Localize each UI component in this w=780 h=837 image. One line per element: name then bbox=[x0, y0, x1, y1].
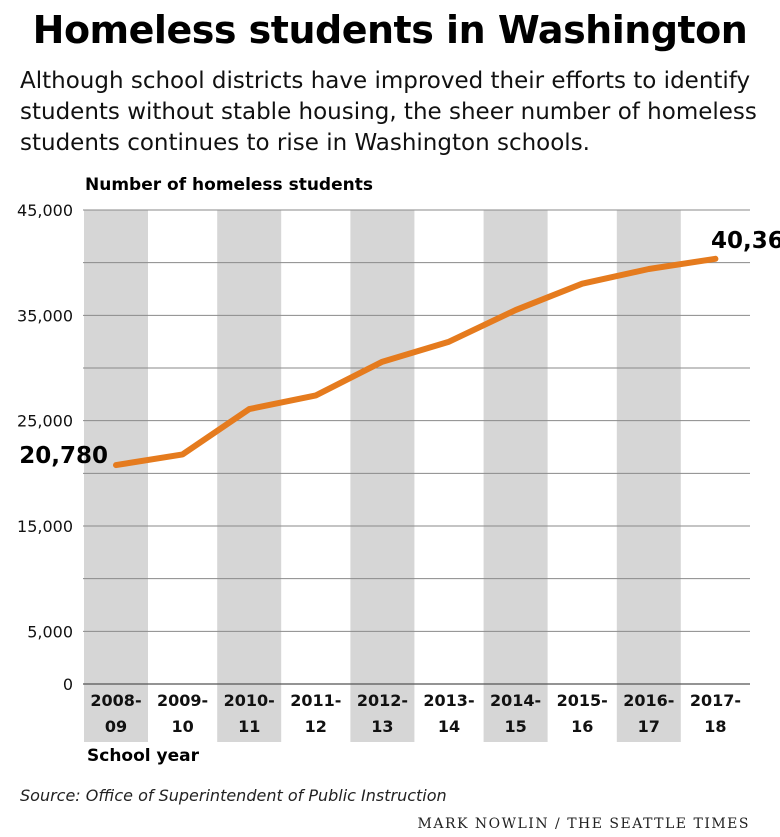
y-tick-label-25000: 25,000 bbox=[17, 412, 73, 431]
x-tick-label-line: 2010- bbox=[224, 691, 275, 710]
x-tick-label-line: 2014- bbox=[490, 691, 541, 710]
x-tick-label-line: 17 bbox=[638, 717, 660, 736]
y-tick-labels: 0 5,000 15,000 25,000 35,000 45,000 bbox=[17, 201, 73, 694]
shaded-band-2012-13 bbox=[350, 210, 415, 742]
chart-title: Homeless students in Washington bbox=[32, 8, 748, 52]
gridlines bbox=[83, 209, 750, 685]
data-label-2017-18: 40,365 bbox=[711, 228, 780, 254]
x-tick-label-line: 16 bbox=[571, 717, 593, 736]
y-tick-label-35000: 35,000 bbox=[17, 306, 73, 325]
series-line-group bbox=[113, 255, 719, 469]
shaded-band-2014-15 bbox=[483, 210, 548, 742]
x-tick-label-2015-16: 2015- 16 bbox=[557, 691, 608, 736]
y-tick-label-5000: 5,000 bbox=[27, 622, 73, 641]
x-tick-label-line: 2009- bbox=[157, 691, 208, 710]
shaded-band-2010-11 bbox=[217, 210, 282, 742]
x-tick-label-line: 2011- bbox=[290, 691, 341, 710]
x-tick-label-line: 09 bbox=[105, 717, 127, 736]
x-tick-label-line: 15 bbox=[504, 717, 526, 736]
credit-line: MARK NOWLIN / THE SEATTLE TIMES bbox=[417, 816, 750, 832]
data-labels: 20,780 40,365 bbox=[19, 228, 780, 469]
x-tick-label-line: 2015- bbox=[557, 691, 608, 710]
x-tick-label-line: 11 bbox=[238, 717, 260, 736]
shaded-bands bbox=[84, 210, 681, 742]
x-tick-label-line: 2012- bbox=[357, 691, 408, 710]
x-tick-label-line: 13 bbox=[371, 717, 393, 736]
x-tick-label-line: 10 bbox=[171, 717, 193, 736]
source-note: Source: Office of Superintendent of Publ… bbox=[20, 786, 447, 805]
chart-subtitle: Although school districts have improved … bbox=[20, 68, 757, 156]
series-line bbox=[113, 255, 719, 469]
x-tick-label-line: 18 bbox=[704, 717, 726, 736]
y-tick-label-45000: 45,000 bbox=[17, 201, 73, 220]
x-tick-labels: 2008- 09 2009- 10 2010- 11 2011- 12 2012- 13 2013-… bbox=[90, 691, 741, 736]
x-tick-label-2014-15: 2014- 15 bbox=[490, 691, 541, 736]
x-tick-label-2012-13: 2012- 13 bbox=[357, 691, 408, 736]
shaded-band-2016-17 bbox=[616, 210, 681, 742]
x-tick-label-line: 14 bbox=[438, 717, 460, 736]
y-tick-label-0: 0 bbox=[63, 675, 73, 694]
x-tick-label-2009-10: 2009- 10 bbox=[157, 691, 208, 736]
x-tick-label-line: 2013- bbox=[423, 691, 474, 710]
x-tick-label-line: 2017- bbox=[690, 691, 741, 710]
x-tick-label-2016-17: 2016- 17 bbox=[623, 691, 674, 736]
x-tick-label-2017-18: 2017- 18 bbox=[690, 691, 741, 736]
x-tick-label-line: 2016- bbox=[623, 691, 674, 710]
x-tick-label-line: 12 bbox=[305, 717, 327, 736]
shaded-band-2008-09 bbox=[84, 210, 148, 742]
x-tick-label-2013-14: 2013- 14 bbox=[423, 691, 474, 736]
x-tick-label-2011-12: 2011- 12 bbox=[290, 691, 341, 736]
y-tick-label-15000: 15,000 bbox=[17, 517, 73, 536]
x-tick-label-2008-09: 2008- 09 bbox=[90, 691, 141, 736]
x-axis-label: School year bbox=[87, 746, 199, 766]
x-tick-label-2010-11: 2010- 11 bbox=[224, 691, 275, 736]
data-label-2008-09: 20,780 bbox=[19, 443, 108, 469]
x-tick-label-line: 2008- bbox=[90, 691, 141, 710]
y-axis-label: Number of homeless students bbox=[85, 175, 373, 195]
